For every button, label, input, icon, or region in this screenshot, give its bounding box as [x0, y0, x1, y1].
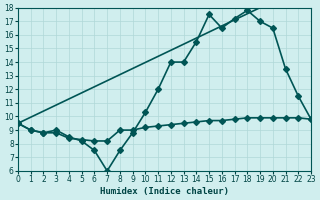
- X-axis label: Humidex (Indice chaleur): Humidex (Indice chaleur): [100, 187, 229, 196]
